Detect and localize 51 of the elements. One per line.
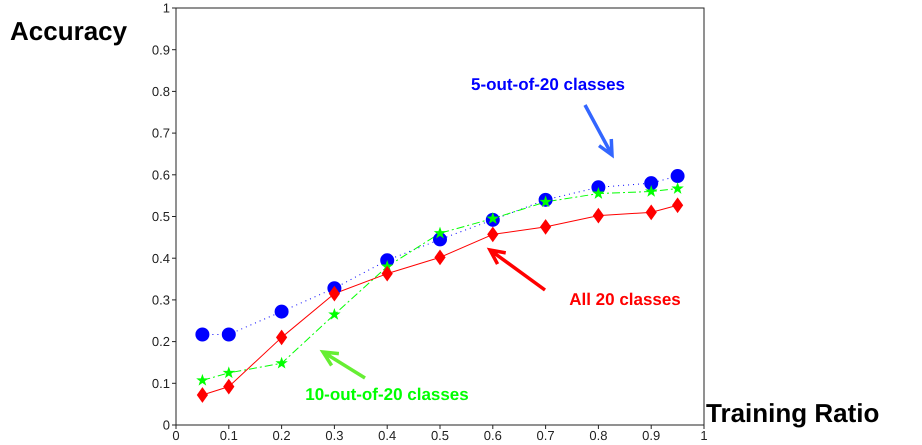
point [644,176,658,190]
y-axis-title: Accuracy [10,16,128,47]
point [434,228,446,238]
y-tick-label: 0.2 [152,334,170,350]
y-tick-label: 0.8 [152,84,170,100]
x-tick-label: 1 [700,428,708,444]
x-tick-label: 0.2 [272,428,291,444]
point [224,367,234,378]
y-tick-label: 0.1 [152,376,170,391]
x-tick-label: 0.1 [220,428,238,444]
x-tick-label: 0.3 [325,428,344,444]
y-tick-label: 0.7 [152,126,170,141]
point [195,328,210,342]
y-tick-label: 1 [162,0,170,16]
x-tick-label: 0 [172,428,180,444]
point [593,188,604,198]
point [276,358,287,368]
point [222,328,236,342]
point [672,183,683,194]
text: 5-out-of-20 classes [471,75,625,94]
point [274,304,289,319]
point [382,266,393,282]
x-tick-label: 0.4 [378,428,396,444]
x-tick-label: 0.6 [484,428,502,444]
point [197,374,208,385]
point [672,198,684,213]
point [196,387,208,402]
x-tick-label: 0.8 [589,428,608,444]
point [540,219,552,234]
point [434,250,446,265]
point [592,208,604,224]
point [670,169,685,184]
text: All 20 classes [569,290,681,309]
point [329,308,340,320]
y-tick-label: 0.3 [152,292,170,308]
y-tick-label: 0.4 [152,250,170,266]
y-tick-label: 0 [162,418,170,433]
point [223,379,234,394]
point [276,330,288,345]
y-tick-label: 0.6 [152,167,170,182]
x-tick-label: 0.9 [642,428,660,444]
point [646,204,657,220]
point [487,226,498,242]
x-tick-label: 0.7 [536,428,555,444]
y-tick-label: 0.9 [152,42,170,58]
point [328,286,340,302]
series-label: 10-out-of-20 classes [305,385,469,404]
x-axis-title: Training Ratio [706,398,880,429]
x-tick-label: 0.5 [430,428,450,444]
y-tick-label: 0.5 [152,209,170,224]
point [646,186,656,196]
